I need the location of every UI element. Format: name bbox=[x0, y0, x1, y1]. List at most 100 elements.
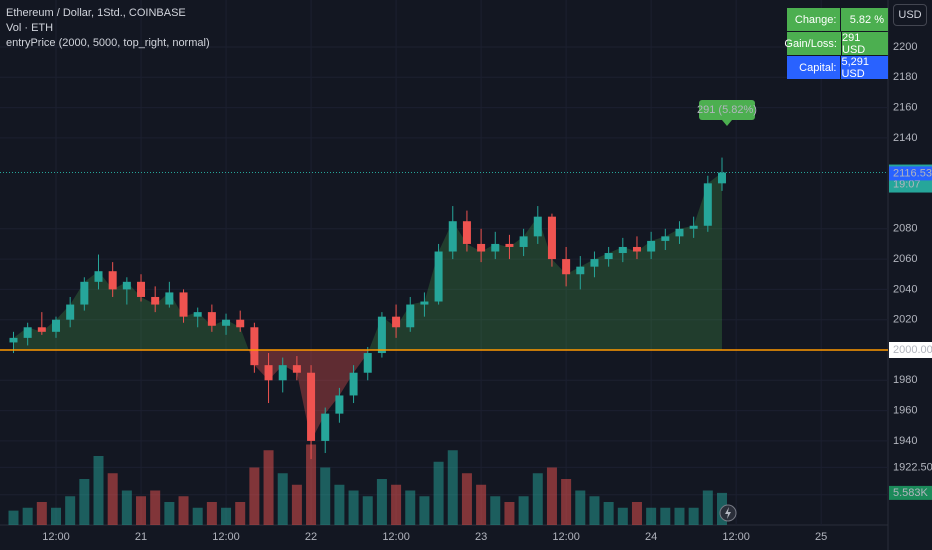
stats-label: Capital: bbox=[787, 56, 841, 79]
volume-bar bbox=[419, 496, 430, 525]
candle-body bbox=[448, 221, 457, 252]
volume-bar bbox=[263, 450, 274, 525]
candle-body bbox=[108, 271, 117, 290]
volume-bar bbox=[178, 496, 189, 525]
candle-body bbox=[434, 251, 443, 302]
candle-body bbox=[122, 281, 131, 290]
volume-bar bbox=[603, 502, 614, 525]
stats-label: Gain/Loss: bbox=[784, 32, 841, 55]
candle-body bbox=[420, 301, 429, 305]
currency-button[interactable]: USD bbox=[893, 4, 927, 26]
x-tick-label: 25 bbox=[815, 531, 827, 543]
candle-body bbox=[363, 353, 372, 373]
volume-bar bbox=[660, 507, 671, 525]
candle-body bbox=[505, 243, 514, 247]
volume-bar bbox=[490, 496, 501, 525]
volume-bar bbox=[235, 502, 246, 525]
candle-body bbox=[94, 271, 103, 282]
volume-bar bbox=[362, 496, 373, 525]
candle-body bbox=[222, 319, 231, 326]
y-tick-label: 2040 bbox=[893, 283, 917, 295]
volume-bar bbox=[575, 490, 586, 525]
stats-value: 291 USD bbox=[842, 32, 888, 56]
volume-bar bbox=[136, 496, 147, 525]
volume-label: 5.583K bbox=[893, 487, 929, 499]
countdown-label: 19:07 bbox=[893, 178, 921, 190]
volume-bar bbox=[348, 490, 359, 525]
stats-table: Change: 5.82 % Gain/Loss: 291 USD Capital: 5,… bbox=[784, 8, 888, 80]
volume-bar bbox=[192, 507, 203, 525]
volume-bar bbox=[206, 502, 217, 525]
candle-body bbox=[179, 292, 188, 317]
candle-body bbox=[632, 246, 641, 252]
candle-body bbox=[703, 183, 712, 226]
volume-bar bbox=[93, 456, 104, 525]
candle-body bbox=[717, 172, 726, 184]
y-tick-label: 2200 bbox=[893, 41, 917, 53]
y-tick-label: 2080 bbox=[893, 223, 917, 235]
x-tick-label: 24 bbox=[645, 531, 657, 543]
y-tick-label: 1980 bbox=[893, 374, 917, 386]
volume-bar bbox=[561, 479, 572, 525]
volume-bar bbox=[51, 507, 61, 525]
volume-bar bbox=[79, 479, 90, 525]
entry-price-label: 2000.00 bbox=[893, 344, 932, 356]
x-tick-label: 12:00 bbox=[552, 531, 580, 543]
volume-bar bbox=[461, 473, 472, 525]
volume-bar bbox=[702, 490, 713, 525]
legend-line: entryPrice (2000, 5000, top_right, norma… bbox=[6, 37, 210, 49]
volume-bar bbox=[646, 507, 657, 525]
gap-icon-bolt bbox=[725, 507, 731, 519]
volume-bar bbox=[688, 507, 699, 525]
bid-price-box bbox=[889, 166, 932, 181]
x-tick-label: 12:00 bbox=[212, 531, 240, 543]
y-tick-label: 2160 bbox=[893, 101, 917, 113]
volume-bar bbox=[376, 479, 387, 525]
candle-body bbox=[80, 281, 89, 305]
volume-bar bbox=[150, 490, 161, 525]
stats-row: Gain/Loss: 291 USD bbox=[784, 32, 888, 56]
bid-price-label: 2116.53 bbox=[893, 167, 932, 179]
stats-label: Change: bbox=[787, 8, 841, 31]
y-tick-label: 1922.50 bbox=[893, 461, 932, 473]
volume-bar bbox=[121, 490, 132, 525]
volume-bar bbox=[8, 510, 19, 525]
candle-body bbox=[321, 413, 330, 441]
volume-bar bbox=[532, 473, 543, 525]
volume-bar bbox=[546, 467, 557, 525]
legend-line: Vol · ETH bbox=[6, 22, 54, 34]
candle-body bbox=[519, 236, 528, 247]
y-tick-label: 1940 bbox=[893, 435, 917, 447]
candle-body bbox=[66, 304, 75, 320]
candle-body bbox=[137, 281, 146, 297]
volume-box bbox=[889, 485, 932, 500]
candle-body bbox=[207, 312, 216, 326]
volume-bar bbox=[107, 473, 118, 525]
x-tick-label: 23 bbox=[475, 531, 487, 543]
candle-body bbox=[604, 253, 613, 260]
y-tick-label: 2180 bbox=[893, 71, 917, 83]
candle-body bbox=[23, 327, 32, 338]
volume-bar bbox=[164, 502, 175, 525]
volume-bar bbox=[405, 490, 416, 525]
stats-row: Capital: 5,291 USD bbox=[787, 56, 888, 80]
candle-body bbox=[689, 225, 698, 229]
candle-body bbox=[562, 259, 571, 275]
candle-body bbox=[491, 243, 500, 252]
y-tick-label: 2060 bbox=[893, 253, 917, 265]
candle-body bbox=[151, 296, 160, 305]
candle-body bbox=[377, 316, 386, 354]
volume-bar bbox=[36, 502, 47, 525]
candle-body bbox=[406, 304, 415, 328]
candle-body bbox=[9, 337, 18, 343]
candle-body bbox=[278, 365, 287, 381]
candle-body bbox=[547, 216, 556, 260]
candle-body bbox=[576, 266, 585, 275]
volume-bar bbox=[291, 484, 302, 525]
candle-body bbox=[250, 327, 259, 366]
legend-title: Ethereum / Dollar, 1Std., COINBASE bbox=[6, 7, 186, 19]
volume-bar bbox=[249, 467, 260, 525]
volume-bar bbox=[518, 496, 529, 525]
candle-body bbox=[193, 312, 202, 317]
